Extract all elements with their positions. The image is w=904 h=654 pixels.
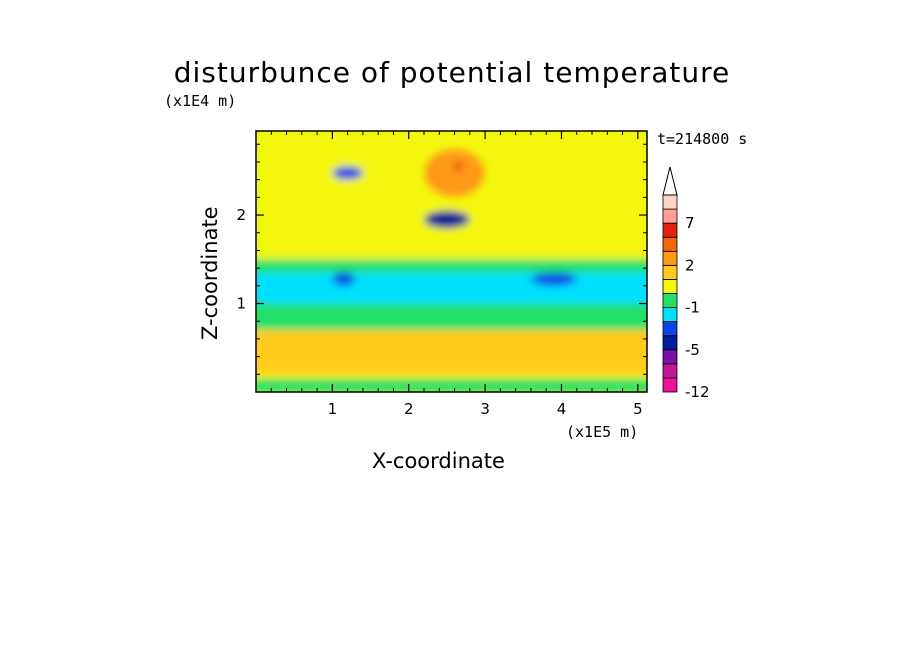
field-region — [256, 259, 647, 273]
colorbar-swatch — [662, 363, 678, 379]
colorbar-label: -1 — [685, 299, 700, 317]
field-region — [256, 378, 647, 392]
colorbar-extend-arrow — [662, 166, 678, 196]
plot-field — [256, 131, 647, 392]
time-label: t=214800 s — [657, 130, 748, 148]
y-axis-title: Z-coordinate — [198, 206, 222, 340]
field-region — [454, 161, 463, 171]
colorbar-swatch — [662, 321, 678, 337]
colorbar-swatch — [662, 293, 678, 308]
colorbar-label: -5 — [685, 341, 700, 359]
plot-frame — [255, 130, 648, 393]
x-tick-label: 4 — [557, 400, 567, 418]
x-tick-label: 1 — [328, 400, 338, 418]
colorbar-swatch — [662, 236, 678, 252]
field-region — [530, 272, 577, 286]
chart-title: disturbunce of potential temperature — [173, 56, 731, 89]
colorbar-swatch — [662, 250, 678, 266]
y-tick-label: 2 — [236, 206, 246, 224]
colorbar-label: 2 — [685, 256, 695, 274]
field-region — [256, 303, 647, 331]
colorbar-swatch — [662, 377, 678, 393]
field-region — [424, 210, 470, 229]
field-region — [424, 148, 486, 198]
colorbar-swatch — [662, 222, 678, 238]
x-axis-title: X-coordinate — [372, 449, 505, 473]
field-region — [332, 166, 363, 180]
x-tick-label: 2 — [404, 400, 414, 418]
field-region — [256, 272, 647, 304]
field-region — [256, 330, 647, 375]
colorbar-swatch — [662, 264, 678, 280]
colorbar-swatch — [662, 307, 678, 323]
y-unit-label: (x1E4 m) — [164, 92, 237, 110]
x-unit-label: (x1E5 m) — [566, 423, 639, 441]
colorbar-swatch — [662, 279, 678, 294]
colorbar-label: 7 — [685, 214, 695, 232]
y-tick-label: 1 — [236, 295, 246, 313]
colorbar-swatch — [662, 208, 678, 224]
field-region — [332, 272, 356, 286]
colorbar-swatch — [662, 335, 678, 351]
x-tick-label: 5 — [633, 400, 643, 418]
colorbar-label: -12 — [685, 383, 710, 401]
x-tick-label: 3 — [480, 400, 490, 418]
colorbar-swatch — [662, 349, 678, 365]
colorbar-swatch — [662, 194, 678, 210]
